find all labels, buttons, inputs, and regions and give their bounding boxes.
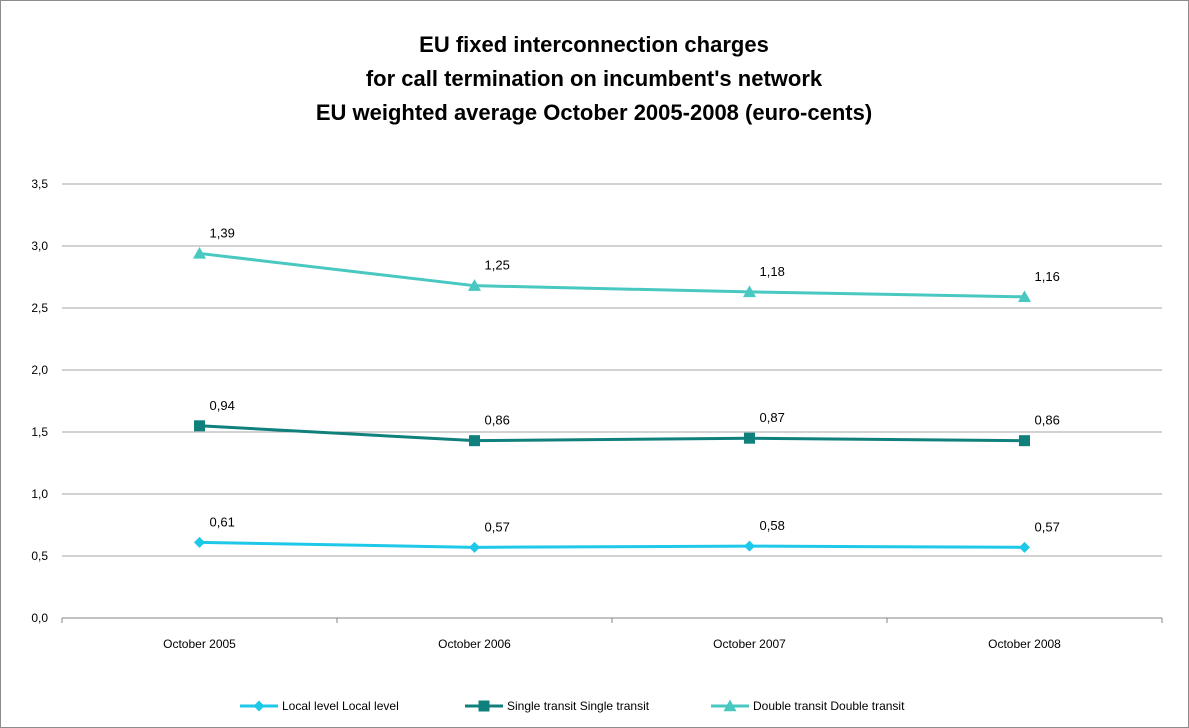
data-point	[469, 435, 480, 447]
series-line	[199, 424, 1025, 443]
legend-item: Single transit Single transit	[465, 699, 650, 713]
plot-area: 0,61 0,57 0,58 0,57 0,94 0,86 0,87 0,86 1,39 1,25…	[193, 225, 1060, 553]
chart-title-line-2: for call termination on incumbent's netw…	[366, 66, 823, 91]
y-tick-label: 1,0	[31, 487, 48, 501]
chart-title-line-1: EU fixed interconnection charges	[419, 32, 769, 57]
data-label: 0,58	[760, 518, 785, 533]
y-tick-label: 3,0	[31, 239, 48, 253]
data-point	[194, 536, 205, 548]
data-label: 0,86	[1035, 413, 1060, 428]
legend-marker	[253, 700, 265, 712]
data-point	[1019, 435, 1030, 447]
series-line	[199, 540, 1025, 549]
y-tick-label: 2,5	[31, 301, 48, 315]
y-tick-label: 1,5	[31, 425, 48, 439]
legend-marker	[478, 700, 490, 712]
data-point	[1018, 290, 1031, 303]
legend-label: Single transit Single transit	[507, 699, 650, 713]
legend-label: Local level Local level	[282, 699, 399, 713]
data-label: 0,94	[210, 398, 235, 413]
data-label: 0,86	[485, 413, 510, 428]
legend-marker	[723, 699, 737, 712]
data-point	[1019, 541, 1030, 553]
data-point	[193, 246, 206, 259]
data-label: 0,57	[485, 519, 510, 534]
data-point	[468, 279, 481, 291]
data-point	[743, 285, 756, 298]
y-tick-label: 2,0	[31, 363, 48, 377]
data-label: 1,16	[1035, 269, 1060, 284]
series-triangle: 1,39 1,25 1,18 1,16	[193, 225, 1060, 303]
data-label: 0,57	[1035, 519, 1060, 534]
x-tick-label: October 2007	[713, 637, 786, 651]
legend-item: Double transit Double transit	[711, 699, 905, 713]
legend: Local level Local level Single transit Si…	[240, 699, 905, 713]
data-label: 1,39	[210, 225, 235, 240]
data-label: 0,61	[210, 514, 235, 529]
y-tick-label: 0,0	[31, 611, 48, 625]
data-point	[469, 541, 480, 553]
data-point	[744, 540, 755, 552]
series-square: 0,94 0,86 0,87 0,86	[194, 398, 1060, 447]
data-label: 1,25	[485, 258, 510, 273]
y-tick-label: 3,5	[31, 177, 48, 191]
grid	[62, 183, 1162, 557]
legend-label: Double transit Double transit	[753, 699, 905, 713]
series-diamond: 0,61 0,57 0,58 0,57	[194, 514, 1060, 553]
data-point	[194, 420, 205, 432]
x-tick-label: October 2006	[438, 637, 511, 651]
legend-item: Local level Local level	[240, 699, 399, 713]
y-tick-label: 0,5	[31, 549, 48, 563]
series-line	[199, 251, 1025, 299]
data-point	[744, 432, 755, 444]
data-label: 0,87	[760, 410, 785, 425]
chart-title-line-3: EU weighted average October 2005-2008 (e…	[316, 100, 872, 125]
axes: 0,0 0,5 1,0 1,5 2,0 2,5 3,0 3,5 October 2005 Octo…	[31, 177, 1163, 651]
data-label: 1,18	[760, 264, 785, 279]
x-tick-label: October 2005	[163, 637, 236, 651]
x-tick-label: October 2008	[988, 637, 1061, 651]
